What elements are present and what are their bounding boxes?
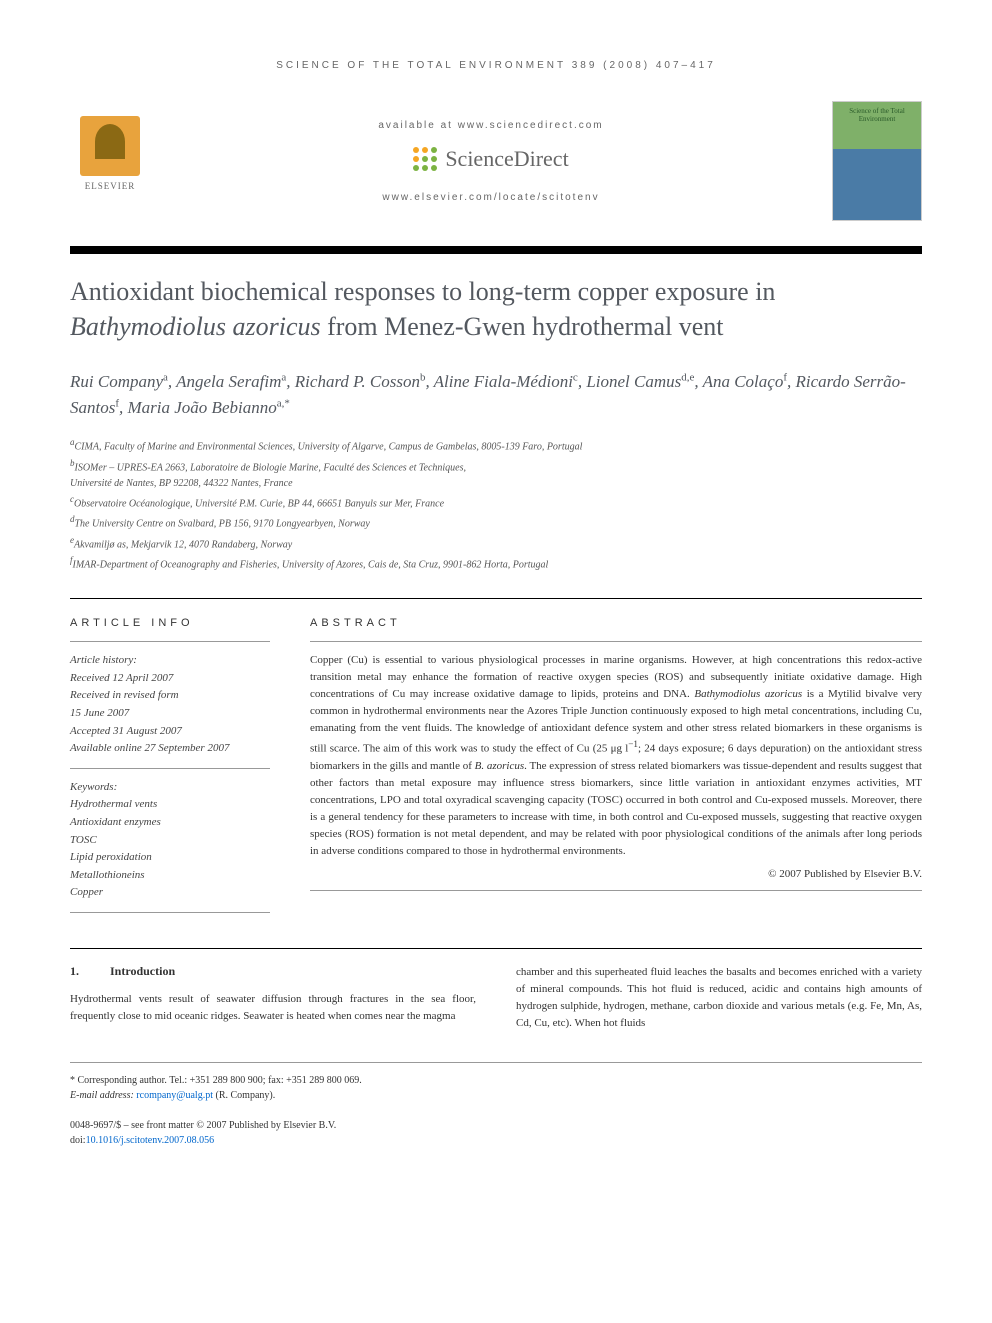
sd-dot: [413, 156, 419, 162]
sd-dots-icon: [413, 147, 437, 171]
article-info-column: ARTICLE INFO Article history: Received 1…: [70, 617, 270, 923]
article-info-label: ARTICLE INFO: [70, 617, 270, 629]
elsevier-text: ELSEVIER: [85, 181, 136, 191]
sd-dot: [431, 165, 437, 171]
abstract-copyright: © 2007 Published by Elsevier B.V.: [310, 868, 922, 880]
locate-url: www.elsevier.com/locate/scitotenv: [150, 192, 832, 203]
journal-cover-thumbnail: Science of the Total Environment: [832, 101, 922, 221]
section-number: 1.: [70, 964, 110, 979]
history-label: Article history:: [70, 652, 270, 670]
body-text-right: chamber and this superheated fluid leach…: [516, 964, 922, 1032]
journal-cover-title: Science of the Total Environment: [838, 107, 916, 124]
history-line: Accepted 31 August 2007: [70, 723, 270, 741]
body-top-divider: [70, 948, 922, 949]
elsevier-logo: ELSEVIER: [70, 116, 150, 206]
keyword-line: TOSC: [70, 832, 270, 850]
article-title: Antioxidant biochemical responses to lon…: [70, 274, 922, 344]
history-line: Received in revised form: [70, 687, 270, 705]
abstract-column: ABSTRACT Copper (Cu) is essential to var…: [310, 617, 922, 923]
top-banner: ELSEVIER available at www.sciencedirect.…: [70, 101, 922, 221]
corr-contact: Tel.: +351 289 800 900; fax: +351 289 80…: [167, 1075, 362, 1086]
body-right-column: chamber and this superheated fluid leach…: [516, 964, 922, 1032]
footer: * Corresponding author. Tel.: +351 289 8…: [70, 1062, 922, 1148]
history-line: Received 12 April 2007: [70, 670, 270, 688]
doi-label: doi:: [70, 1135, 86, 1146]
sd-dot: [413, 147, 419, 153]
sd-dot: [422, 147, 428, 153]
abstract-label: ABSTRACT: [310, 617, 922, 629]
keyword-line: Antioxidant enzymes: [70, 814, 270, 832]
sd-brand-text: ScienceDirect: [445, 146, 568, 172]
keyword-line: Hydrothermal vents: [70, 796, 270, 814]
keyword-line: Metallothioneins: [70, 867, 270, 885]
section-title: Introduction: [110, 964, 175, 978]
sd-dot: [431, 147, 437, 153]
email-author: (R. Company).: [213, 1090, 275, 1101]
affiliation-line: Université de Nantes, BP 92208, 44322 Na…: [70, 476, 922, 492]
sd-dot: [422, 156, 428, 162]
elsevier-tree-icon: [80, 116, 140, 176]
authors-list: Rui Companya, Angela Serafima, Richard P…: [70, 369, 922, 420]
info-divider: [70, 768, 270, 769]
corr-label: * Corresponding author.: [70, 1075, 167, 1086]
affiliation-line: eAkvamiljø as, Mekjarvik 12, 4070 Randab…: [70, 533, 922, 553]
affiliation-line: cObservatoire Océanologique, Université …: [70, 492, 922, 512]
keywords-block: Keywords: Hydrothermal ventsAntioxidant …: [70, 779, 270, 902]
corresponding-author: * Corresponding author. Tel.: +351 289 8…: [70, 1073, 922, 1103]
sd-dot: [422, 165, 428, 171]
body-two-column: 1.Introduction Hydrothermal vents result…: [70, 964, 922, 1032]
history-line: 15 June 2007: [70, 705, 270, 723]
info-divider: [70, 912, 270, 913]
title-species: Bathymodiolus azoricus: [70, 312, 321, 341]
doi-section: 0048-9697/$ – see front matter © 2007 Pu…: [70, 1118, 922, 1148]
affiliation-line: fIMAR-Department of Oceanography and Fis…: [70, 553, 922, 573]
title-pre: Antioxidant biochemical responses to lon…: [70, 277, 775, 306]
title-separator-bar: [70, 246, 922, 254]
doi-link[interactable]: 10.1016/j.scitotenv.2007.08.056: [86, 1135, 215, 1146]
affiliation-line: aCIMA, Faculty of Marine and Environment…: [70, 435, 922, 455]
abstract-divider: [310, 641, 922, 642]
abstract-text: Copper (Cu) is essential to various phys…: [310, 652, 922, 860]
abstract-bottom-divider: [310, 890, 922, 891]
header-citation: SCIENCE OF THE TOTAL ENVIRONMENT 389 (20…: [70, 60, 922, 71]
history-line: Available online 27 September 2007: [70, 740, 270, 758]
body-text-left: Hydrothermal vents result of seawater di…: [70, 991, 476, 1025]
affiliation-line: bISOMer – UPRES-EA 2663, Laboratoire de …: [70, 456, 922, 476]
available-at-text: available at www.sciencedirect.com: [150, 120, 832, 131]
section-heading-intro: 1.Introduction: [70, 964, 476, 979]
keyword-line: Copper: [70, 884, 270, 902]
issn-line: 0048-9697/$ – see front matter © 2007 Pu…: [70, 1118, 922, 1133]
info-abstract-section: ARTICLE INFO Article history: Received 1…: [70, 598, 922, 923]
affiliation-line: dThe University Centre on Svalbard, PB 1…: [70, 512, 922, 532]
keyword-line: Lipid peroxidation: [70, 849, 270, 867]
info-divider: [70, 641, 270, 642]
keywords-label: Keywords:: [70, 779, 270, 797]
sciencedirect-logo: ScienceDirect: [150, 146, 832, 172]
sd-dot: [431, 156, 437, 162]
affiliations-list: aCIMA, Faculty of Marine and Environment…: [70, 435, 922, 573]
article-history: Article history: Received 12 April 2007R…: [70, 652, 270, 758]
body-left-column: 1.Introduction Hydrothermal vents result…: [70, 964, 476, 1032]
center-links: available at www.sciencedirect.com Scien…: [150, 120, 832, 203]
email-link[interactable]: rcompany@ualg.pt: [136, 1090, 213, 1101]
email-label: E-mail address:: [70, 1090, 136, 1101]
title-post: from Menez-Gwen hydrothermal vent: [321, 312, 724, 341]
sd-dot: [413, 165, 419, 171]
